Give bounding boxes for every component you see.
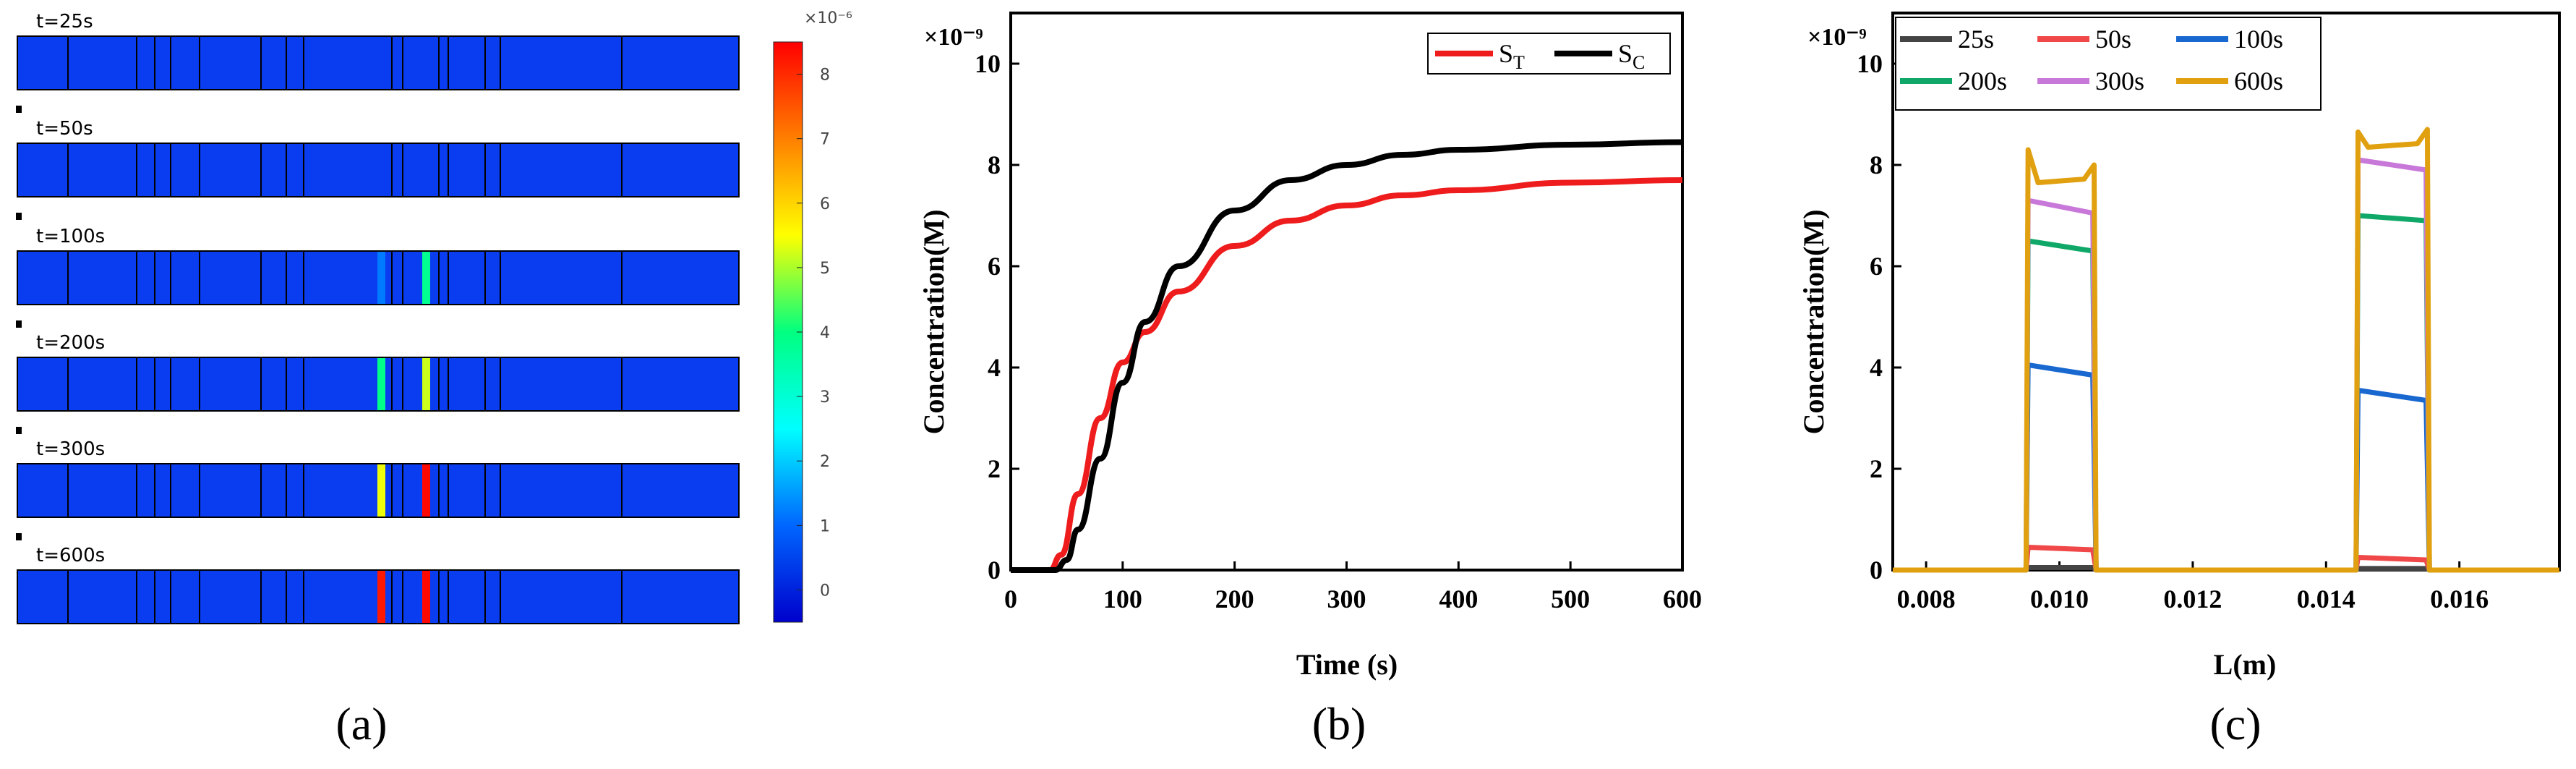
y-tick-label: 4 <box>1870 353 1883 382</box>
panel-c-multiplier: ×10⁻⁹ <box>1807 24 1867 51</box>
legend-label: 600s <box>2234 67 2283 95</box>
marker-dot <box>16 106 22 113</box>
panel-b-chart: 0 100 200 300 400 500 600 0 2 4 6 8 10 ST SC <box>975 12 1702 613</box>
active-band-right <box>422 358 430 410</box>
y-tick-label: 8 <box>1870 150 1883 179</box>
panel-c-chart: 0.008 0.010 0.012 0.014 0.016 0 2 4 6 8 10 25s 50s 10… <box>1857 12 2561 613</box>
channel-strip <box>17 143 740 197</box>
y-tick-label: 6 <box>1870 252 1883 281</box>
legend-box <box>1895 17 2322 111</box>
active-band-right <box>422 252 430 304</box>
marker-dot <box>16 213 22 220</box>
x-tick-label: 600 <box>1663 585 1702 613</box>
colorbar: ×10⁻⁶ 8 7 6 5 4 3 2 1 0 <box>773 9 852 623</box>
panel-b-xlabel: Time (s) <box>1296 648 1398 681</box>
y-tick-label: 10 <box>975 49 1001 78</box>
legend-label: SC <box>1618 39 1645 73</box>
x-tick-label: 0.008 <box>1897 585 1956 613</box>
active-band-left <box>377 358 385 410</box>
x-tick-label: 0 <box>1004 585 1017 613</box>
legend-label: 200s <box>1958 67 2007 95</box>
active-band-left <box>377 252 385 304</box>
active-band-right <box>422 464 430 517</box>
y-tick-label: 0 <box>1870 556 1883 585</box>
colorbar-tick-label: 3 <box>820 388 830 407</box>
active-band-left <box>377 571 385 623</box>
snapshot-label: t=300s <box>36 438 105 460</box>
legend-label: 300s <box>2095 67 2144 95</box>
x-tick-label: 500 <box>1551 585 1590 613</box>
snapshot-label: t=200s <box>36 332 105 354</box>
legend-box <box>1427 33 1671 75</box>
channel-strip <box>17 35 740 90</box>
series-line-200s <box>1893 213 2559 573</box>
y-tick-label: 10 <box>1857 49 1883 78</box>
series-line-100s <box>1893 362 2559 573</box>
y-tick-label: 2 <box>988 454 1001 483</box>
panel-c-caption: (c) <box>2209 698 2261 749</box>
legend-label: 50s <box>2095 25 2131 54</box>
x-tick-label: 0.016 <box>2430 585 2489 613</box>
snapshot-label: t=25s <box>36 11 93 33</box>
panel-a-caption: (a) <box>335 698 387 749</box>
colorbar-exponent: ×10⁻⁶ <box>804 9 852 27</box>
panel-b-caption: (b) <box>1312 698 1366 749</box>
marker-dot <box>16 533 22 540</box>
x-tick-label: 300 <box>1327 585 1366 613</box>
plot-frame <box>1009 12 1684 572</box>
x-tick-label: 0.014 <box>2297 585 2355 613</box>
y-tick-label: 8 <box>988 150 1001 179</box>
x-tick-label: 0.012 <box>2163 585 2222 613</box>
legend-label: 25s <box>1958 25 1994 54</box>
colorbar-tick-label: 5 <box>820 260 830 278</box>
colorbar-tick-label: 7 <box>820 131 830 149</box>
marker-dot <box>16 427 22 434</box>
active-band-right <box>422 571 430 623</box>
x-tick-label: 400 <box>1439 585 1478 613</box>
panel-a-simulation: t=25s t=50s t=100s t=200s t=300s t=600s <box>16 11 740 624</box>
x-tick-label: 100 <box>1103 585 1142 613</box>
colorbar-tick-label: 6 <box>820 195 830 213</box>
active-band-left <box>377 464 385 517</box>
colorbar-tick-label: 1 <box>820 517 830 535</box>
colorbar-tick-label: 8 <box>820 67 830 85</box>
x-tick-label: 0.010 <box>2030 585 2089 613</box>
colorbar-tick-label: 2 <box>820 453 830 471</box>
panel-c-ylabel: Concentration(M) <box>1797 209 1830 434</box>
colorbar-tick-label: 4 <box>820 324 830 342</box>
y-tick-label: 6 <box>988 252 1001 281</box>
series-line-S_T <box>1011 177 1683 573</box>
series-line-600s <box>1893 127 2559 573</box>
series-line-300s <box>1893 157 2559 573</box>
y-tick-label: 4 <box>988 353 1001 382</box>
panel-c-xlabel: L(m) <box>2214 648 2277 681</box>
series-line-S_C <box>1011 139 1683 573</box>
panel-b-ylabel: Concentration(M) <box>917 209 950 434</box>
colorbar-tick-label: 0 <box>820 582 830 600</box>
panel-b-multiplier: ×10⁻⁹ <box>924 24 983 51</box>
x-tick-label: 200 <box>1215 585 1254 613</box>
snapshot-label: t=600s <box>36 545 105 566</box>
snapshot-label: t=100s <box>36 226 105 247</box>
y-tick-label: 0 <box>988 556 1001 585</box>
marker-dot <box>16 320 22 328</box>
snapshot-label: t=50s <box>36 118 93 140</box>
legend-label: ST <box>1499 39 1525 73</box>
y-tick-label: 2 <box>1870 454 1883 483</box>
legend-label: 100s <box>2234 25 2283 54</box>
